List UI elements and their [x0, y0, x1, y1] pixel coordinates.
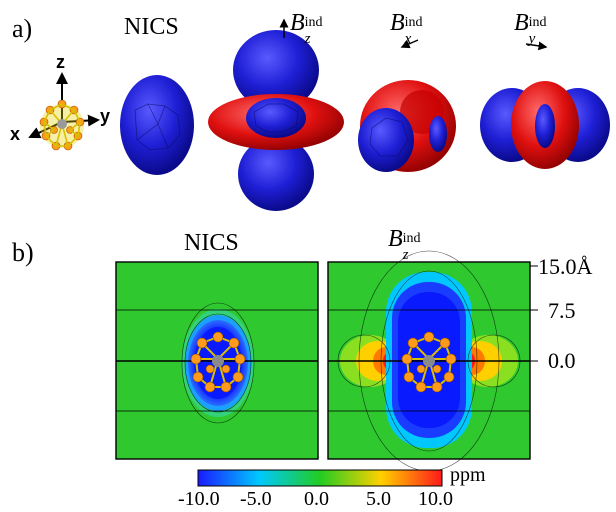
- bx-isosurface: [358, 80, 456, 172]
- arrow-by: [525, 41, 548, 51]
- by-isosurface: [480, 81, 610, 169]
- col-title-bx: B ind x: [390, 10, 423, 47]
- nics-isosurface: [120, 75, 194, 175]
- col-title-nics: NICS: [124, 14, 179, 40]
- map-title-bz: B ind z: [388, 226, 421, 263]
- arrow-bx: [400, 39, 419, 49]
- axis-y-label: y: [100, 106, 111, 126]
- colorbar: [197, 469, 443, 487]
- colorbar-tick-0: -10.0: [178, 488, 220, 510]
- col-title-bz: B ind z: [290, 10, 323, 47]
- map-title-nics: NICS: [184, 230, 239, 256]
- colorbar-tick-3: 5.0: [366, 488, 391, 510]
- distance-ticks: [530, 265, 538, 362]
- bz-isosurface: [208, 30, 344, 211]
- distance-tick-0: 0.0: [548, 348, 576, 373]
- cluster-molecule-b-right: [401, 331, 457, 393]
- axis-x-label: x: [10, 124, 21, 144]
- axis-z-label: z: [56, 52, 65, 72]
- panel-b-label: b): [12, 238, 34, 267]
- distance-tick-15: 15.0Å: [538, 254, 593, 279]
- col-title-by: B ind y: [514, 10, 547, 47]
- cluster-molecule-a: [39, 99, 85, 151]
- colorbar-tick-2: 0.0: [304, 488, 329, 510]
- panel-a-label: a): [12, 14, 33, 43]
- colorbar-tick-4: 10.0: [418, 488, 453, 510]
- distance-tick-7-5: 7.5: [548, 298, 576, 323]
- cluster-molecule-b-left: [190, 331, 246, 393]
- colorbar-unit: ppm: [450, 464, 486, 486]
- colorbar-tick-1: -5.0: [240, 488, 272, 510]
